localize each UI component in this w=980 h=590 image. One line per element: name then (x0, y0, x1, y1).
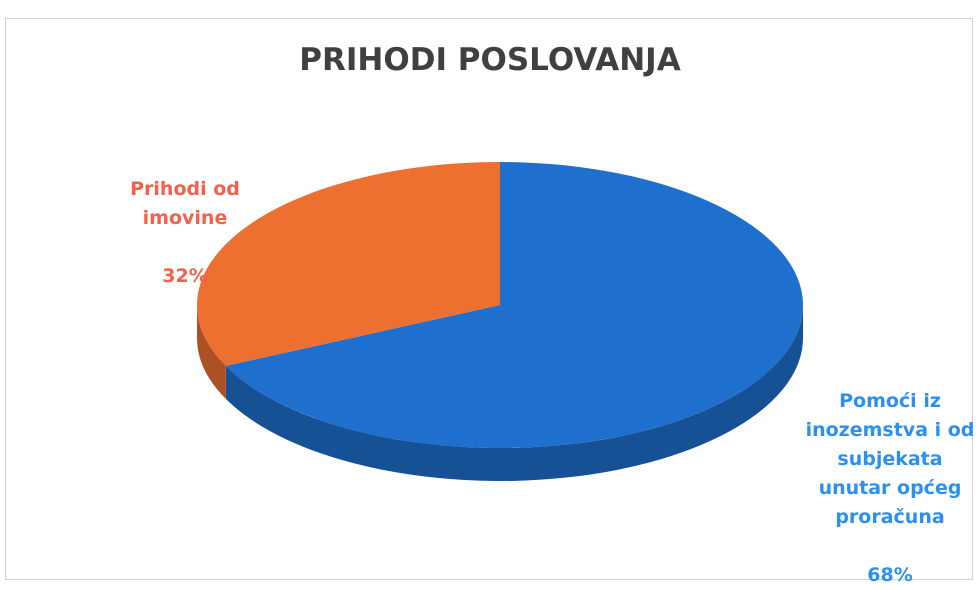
pie-slice-pomoci (225, 162, 804, 449)
pie-side-pomoci (225, 305, 803, 481)
chart-title: PRIHODI POSLOVANJA (299, 42, 681, 78)
pie-slice-prihodi-od-imovine (196, 162, 500, 366)
slice-label-percent: 68% (867, 564, 913, 586)
slice-label-name: Pomoći iz inozemstva i od subjekata unut… (805, 390, 975, 528)
slice-label-percent: 32% (162, 265, 208, 287)
slice-label-pomoci: Pomoći iz inozemstva i od subjekata unut… (790, 358, 980, 590)
slice-label-prihodi-od-imovine: Prihodi od imovine 32% (95, 146, 275, 291)
slice-label-name: Prihodi od imovine (130, 178, 240, 229)
pie-side-walls (197, 305, 803, 481)
pie-side-prihodi-od-imovine (197, 305, 226, 399)
